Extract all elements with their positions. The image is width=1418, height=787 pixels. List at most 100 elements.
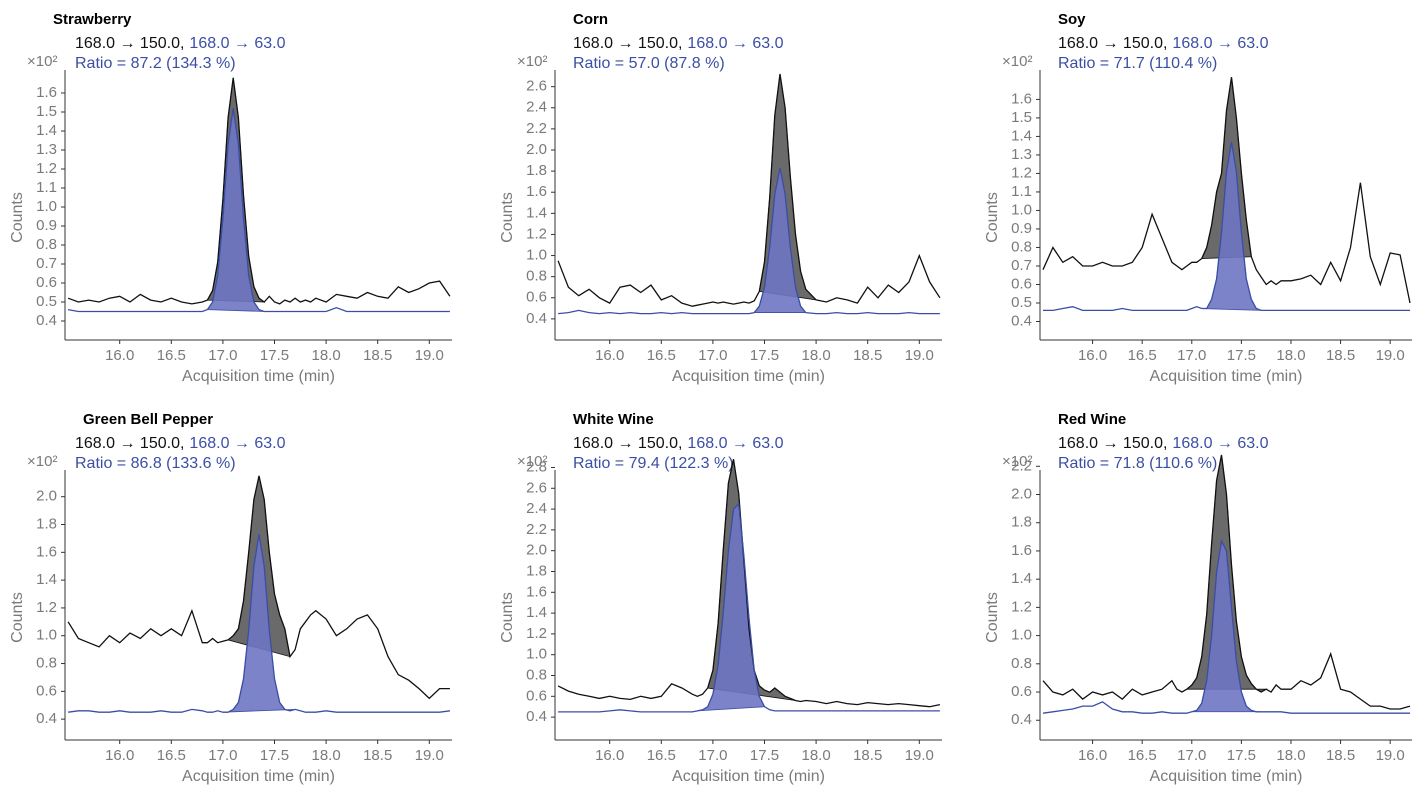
legend-entry: 168.0 → 150.0	[1058, 435, 1163, 452]
legend-separator: ,	[180, 435, 184, 452]
x-axis-label: Acquisition time (min)	[182, 368, 335, 385]
legend: 168.0 → 150.0, 168.0 → 63.0	[1058, 435, 1269, 452]
y-multiplier: ×10²	[1002, 53, 1032, 70]
x-tick-label: 17.5	[1227, 747, 1256, 764]
trace-line	[558, 502, 940, 713]
trace-line	[558, 167, 940, 315]
y-tick-label: 1.4	[1011, 570, 1032, 587]
y-tick-label: 1.6	[1011, 542, 1032, 559]
ratio-label: Ratio = 87.2 (134.3 %)	[75, 55, 236, 72]
y-multiplier: ×10²	[1002, 453, 1032, 470]
y-tick-label: 1.5	[1011, 109, 1032, 126]
panel-title: Green Bell Pepper	[83, 411, 213, 428]
x-tick-label: 16.5	[1128, 747, 1157, 764]
legend-separator: ,	[1163, 35, 1167, 52]
y-tick-label: 1.2	[526, 225, 547, 242]
y-tick-label: 0.8	[526, 666, 547, 683]
legend-entry: 168.0 → 150.0	[573, 35, 678, 52]
ratio-label: Ratio = 57.0 (87.8 %)	[573, 55, 725, 72]
y-tick-label: 1.2	[36, 599, 57, 616]
x-tick-label: 19.0	[1376, 747, 1405, 764]
trace-line	[67, 108, 450, 313]
trace-line	[1042, 539, 1410, 714]
ratio-label: Ratio = 71.8 (110.6 %)	[1058, 455, 1217, 472]
y-tick-label: 0.4	[1011, 312, 1032, 329]
y-tick-label: 1.4	[1011, 127, 1032, 144]
legend-entry: 168.0 → 150.0	[75, 35, 180, 52]
legend-entry: 168.0 → 63.0	[1172, 35, 1268, 52]
y-tick-label: 0.4	[526, 310, 547, 327]
panel: Corn 168.0 → 150.0, 168.0 → 63.0 Ratio = 57…	[499, 11, 942, 385]
x-axis-label: Acquisition time (min)	[182, 768, 335, 785]
x-tick-label: 19.0	[415, 347, 444, 364]
y-tick-label: 1.5	[36, 103, 57, 120]
x-tick-label: 16.0	[1078, 347, 1107, 364]
legend: 168.0 → 150.0, 168.0 → 63.0	[75, 435, 286, 452]
panel: Strawberry 168.0 → 150.0, 168.0 → 63.0 Rati…	[9, 11, 452, 385]
x-tick-label: 17.0	[208, 347, 237, 364]
y-tick-label: 1.6	[36, 543, 57, 560]
y-tick-label: 0.8	[1011, 238, 1032, 255]
y-tick-label: 1.2	[1011, 164, 1032, 181]
y-tick-label: 1.4	[526, 204, 547, 221]
x-tick-label: 16.0	[595, 347, 624, 364]
legend-entry: 168.0 → 63.0	[687, 435, 783, 452]
x-tick-label: 19.0	[415, 747, 444, 764]
y-tick-label: 1.4	[526, 604, 547, 621]
y-axis-label: Counts	[9, 192, 26, 243]
y-axis-label: Counts	[499, 592, 516, 643]
y-tick-label: 1.0	[1011, 201, 1032, 218]
y-tick-label: 1.8	[36, 515, 57, 532]
trace-line	[1043, 141, 1410, 312]
legend-entry: 168.0 → 150.0	[75, 435, 180, 452]
legend-entry: 168.0 → 63.0	[189, 435, 285, 452]
panel: Red Wine 168.0 → 150.0, 168.0 → 63.0 Ratio …	[984, 411, 1412, 785]
x-tick-label: 16.5	[157, 747, 186, 764]
y-tick-label: 1.8	[1011, 514, 1032, 531]
x-tick-label: 17.5	[1227, 347, 1256, 364]
x-tick-label: 16.0	[105, 747, 134, 764]
y-multiplier: ×10²	[517, 453, 547, 470]
x-tick-label: 18.0	[311, 347, 340, 364]
legend-separator: ,	[678, 35, 682, 52]
legend-entry: 168.0 → 63.0	[1172, 435, 1268, 452]
x-tick-label: 17.0	[698, 347, 727, 364]
legend: 168.0 → 150.0, 168.0 → 63.0	[573, 435, 784, 452]
ratio-label: Ratio = 86.8 (133.6 %)	[75, 455, 236, 472]
x-tick-label: 16.5	[647, 747, 676, 764]
y-tick-label: 2.2	[526, 521, 547, 538]
x-tick-label: 18.5	[363, 747, 392, 764]
y-axis-label: Counts	[9, 592, 26, 643]
y-tick-label: 1.4	[36, 122, 57, 139]
y-tick-label: 0.4	[36, 710, 57, 727]
y-tick-label: 0.8	[526, 268, 547, 285]
x-tick-label: 17.5	[750, 347, 779, 364]
peak-area	[222, 534, 296, 713]
y-tick-label: 2.0	[526, 141, 547, 158]
y-tick-label: 1.3	[36, 141, 57, 158]
legend-entry: 168.0 → 63.0	[189, 35, 285, 52]
y-tick-label: 1.6	[526, 583, 547, 600]
ratio-label: Ratio = 79.4 (122.3 %)	[573, 455, 734, 472]
x-tick-label: 17.5	[260, 347, 289, 364]
y-tick-label: 0.5	[1011, 294, 1032, 311]
y-tick-label: 0.8	[1011, 655, 1032, 672]
x-axis-label: Acquisition time (min)	[1150, 768, 1303, 785]
y-tick-label: 1.6	[1011, 90, 1032, 107]
x-tick-label: 19.0	[905, 347, 934, 364]
y-axis-label: Counts	[984, 592, 1001, 643]
y-tick-label: 1.0	[36, 627, 57, 644]
x-tick-label: 17.5	[260, 747, 289, 764]
x-tick-label: 16.0	[1078, 747, 1107, 764]
y-tick-label: 1.0	[1011, 627, 1032, 644]
y-tick-label: 2.4	[526, 500, 547, 517]
y-tick-label: 2.2	[1011, 457, 1032, 474]
y-axis-label: Counts	[984, 192, 1001, 243]
y-tick-label: 1.4	[36, 571, 57, 588]
x-tick-label: 17.0	[1177, 747, 1206, 764]
y-tick-label: 1.0	[526, 646, 547, 663]
y-tick-label: 0.6	[526, 289, 547, 306]
y-multiplier: ×10²	[517, 53, 547, 70]
trace-line	[68, 534, 450, 713]
